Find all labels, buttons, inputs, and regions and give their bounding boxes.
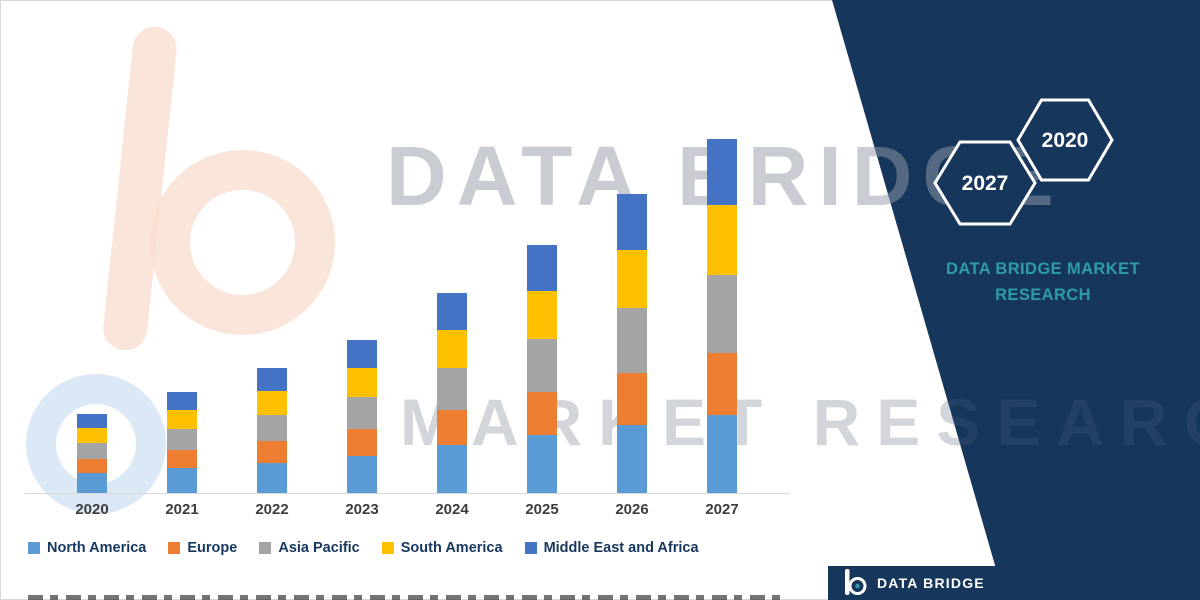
hexagon-2027-badge — [933, 140, 1037, 226]
segment-asia-pacific-2026 — [617, 308, 647, 373]
hexagon-front-year: 2027 — [962, 172, 1009, 195]
x-axis-label-2020: 2020 — [75, 501, 109, 518]
segment-asia-pacific-2027 — [707, 275, 737, 353]
segment-europe-2024 — [437, 410, 467, 445]
stacked-bar-2022 — [257, 368, 287, 493]
legend-label-europe: Europe — [187, 540, 238, 556]
segment-south-america-2026 — [617, 250, 647, 308]
segment-asia-pacific-2024 — [437, 368, 467, 410]
legend-label-middle-east-and-africa: Middle East and Africa — [543, 540, 699, 556]
legend-label-asia-pacific: Asia Pacific — [278, 540, 360, 556]
brand-heading-line2: RESEARCH — [995, 285, 1091, 304]
segment-asia-pacific-2023 — [347, 397, 377, 429]
legend-swatch-europe — [168, 542, 181, 554]
segment-middle-east-and-africa-2022 — [257, 368, 287, 391]
stacked-bar-2021 — [167, 392, 197, 493]
legend-swatch-middle-east-and-africa — [524, 542, 537, 554]
segment-south-america-2024 — [437, 330, 467, 368]
chart-legend: North America Europe Asia Pacific South Ame… — [28, 540, 699, 556]
segment-middle-east-and-africa-2023 — [347, 340, 377, 368]
segment-middle-east-and-africa-2024 — [437, 293, 467, 330]
legend-label-north-america: North America — [47, 540, 147, 556]
segment-europe-2026 — [617, 373, 647, 425]
stacked-bar-2023 — [347, 340, 377, 493]
hexagon-2020-badge — [1016, 98, 1114, 182]
segment-north-america-2022 — [257, 463, 287, 493]
segment-europe-2020 — [77, 459, 107, 473]
segment-middle-east-and-africa-2026 — [617, 194, 647, 250]
footer-brand-text: DATA BRIDGE — [877, 575, 985, 591]
segment-north-america-2026 — [617, 425, 647, 493]
legend-label-south-america: South America — [400, 540, 503, 556]
segment-asia-pacific-2021 — [167, 429, 197, 450]
segment-north-america-2027 — [707, 415, 737, 493]
brand-heading-line1: DATA BRIDGE MARKET — [946, 260, 1140, 278]
segment-europe-2022 — [257, 441, 287, 463]
x-axis-label-2022: 2022 — [255, 501, 289, 518]
year-hexagons: 2027 2020 — [933, 98, 1114, 226]
legend-swatch-south-america — [381, 542, 394, 554]
segment-middle-east-and-africa-2021 — [167, 392, 197, 410]
stacked-bar-2020 — [77, 414, 107, 493]
segment-middle-east-and-africa-2020 — [77, 414, 107, 428]
legend-swatch-north-america — [28, 542, 40, 554]
brand-heading: DATA BRIDGE MARKET RESEARCH — [928, 257, 1158, 308]
segment-south-america-2020 — [77, 428, 107, 443]
legend-item-south-america: South America — [381, 540, 503, 556]
legend-item-middle-east-and-africa: Middle East and Africa — [524, 540, 699, 556]
cropped-caption-text — [28, 595, 786, 600]
segment-asia-pacific-2022 — [257, 415, 287, 441]
footer-strip: DATA BRIDGE — [828, 566, 1200, 600]
legend-item-europe: Europe — [168, 540, 237, 556]
segment-south-america-2023 — [347, 368, 377, 397]
segment-south-america-2021 — [167, 410, 197, 429]
x-axis-label-2027: 2027 — [705, 501, 739, 518]
segment-north-america-2024 — [437, 445, 467, 493]
x-axis-label-2024: 2024 — [435, 501, 469, 518]
stacked-bar-2027 — [707, 139, 737, 493]
x-axis-label-2026: 2026 — [615, 501, 649, 518]
legend-item-north-america: North America — [28, 540, 146, 556]
segment-south-america-2025 — [527, 291, 557, 339]
segment-middle-east-and-africa-2025 — [527, 245, 557, 291]
segment-asia-pacific-2020 — [77, 443, 107, 459]
x-axis-label-2025: 2025 — [525, 501, 559, 518]
segment-asia-pacific-2025 — [527, 339, 557, 392]
data-bridge-logo-icon — [845, 569, 867, 595]
stacked-bar-2026 — [617, 194, 647, 493]
segment-europe-2021 — [167, 450, 197, 468]
segment-europe-2025 — [527, 392, 557, 435]
segment-south-america-2027 — [707, 205, 737, 275]
legend-item-asia-pacific: Asia Pacific — [259, 540, 360, 556]
x-axis-line — [25, 493, 790, 494]
segment-europe-2023 — [347, 429, 377, 456]
segment-middle-east-and-africa-2027 — [707, 139, 737, 205]
hexagon-back-year: 2020 — [1042, 129, 1089, 152]
x-axis-label-2023: 2023 — [345, 501, 379, 518]
stacked-bar-2025 — [527, 245, 557, 493]
segment-north-america-2025 — [527, 435, 557, 493]
stacked-bar-2024 — [437, 293, 467, 493]
segment-north-america-2020 — [77, 473, 107, 493]
segment-europe-2027 — [707, 353, 737, 415]
segment-north-america-2021 — [167, 468, 197, 493]
segment-north-america-2023 — [347, 456, 377, 493]
x-axis-label-2021: 2021 — [165, 501, 199, 518]
segment-south-america-2022 — [257, 391, 287, 415]
legend-swatch-asia-pacific — [259, 542, 272, 554]
